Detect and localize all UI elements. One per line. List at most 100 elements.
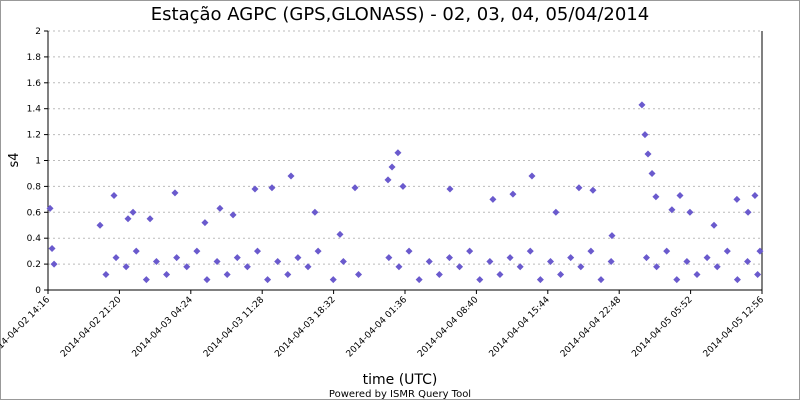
point bbox=[294, 254, 302, 262]
point bbox=[557, 270, 565, 278]
point bbox=[683, 258, 691, 266]
point bbox=[388, 163, 396, 171]
point bbox=[304, 263, 312, 271]
point bbox=[132, 247, 140, 255]
point bbox=[399, 182, 407, 190]
y-tick-label: 0.8 bbox=[27, 182, 42, 192]
point bbox=[733, 276, 741, 284]
point bbox=[552, 208, 560, 216]
y-tick-label: 1.4 bbox=[27, 105, 42, 115]
point bbox=[287, 172, 295, 180]
point bbox=[183, 263, 191, 271]
point bbox=[233, 254, 241, 262]
chart-title: Estação AGPC (GPS,GLONASS) - 02, 03, 04,… bbox=[151, 4, 649, 25]
point bbox=[567, 254, 575, 262]
point bbox=[193, 247, 201, 255]
point bbox=[48, 245, 56, 253]
point bbox=[216, 204, 224, 212]
point bbox=[509, 190, 517, 198]
point bbox=[129, 208, 137, 216]
point bbox=[355, 270, 363, 278]
point bbox=[46, 204, 54, 212]
point bbox=[668, 206, 676, 214]
point bbox=[445, 254, 453, 262]
point bbox=[203, 276, 211, 284]
y-tick-label: 0 bbox=[35, 286, 41, 296]
point bbox=[546, 258, 554, 266]
point bbox=[253, 247, 261, 255]
point bbox=[486, 258, 494, 266]
point bbox=[528, 172, 536, 180]
point bbox=[213, 258, 221, 266]
point bbox=[415, 276, 423, 284]
point bbox=[336, 230, 344, 238]
point bbox=[642, 254, 650, 262]
point bbox=[587, 247, 595, 255]
point bbox=[496, 270, 504, 278]
point bbox=[173, 254, 181, 262]
point bbox=[608, 232, 616, 240]
point bbox=[314, 247, 322, 255]
point bbox=[110, 191, 118, 199]
y-tick-label: 1.2 bbox=[27, 131, 41, 141]
point bbox=[124, 215, 132, 223]
point bbox=[652, 193, 660, 201]
point bbox=[112, 254, 120, 262]
point bbox=[756, 247, 764, 255]
point bbox=[516, 263, 524, 271]
point bbox=[638, 101, 646, 109]
point bbox=[142, 276, 150, 284]
point bbox=[274, 258, 282, 266]
y-tick-label: 1.6 bbox=[27, 79, 42, 89]
point bbox=[644, 150, 652, 158]
point bbox=[589, 186, 597, 194]
point bbox=[394, 149, 402, 157]
point bbox=[163, 270, 171, 278]
point bbox=[607, 258, 615, 266]
point bbox=[577, 263, 585, 271]
y-tick-label: 1 bbox=[35, 157, 41, 167]
point bbox=[466, 247, 474, 255]
point bbox=[536, 276, 544, 284]
y-axis-label: s4 bbox=[7, 152, 22, 167]
y-tick-label: 1.8 bbox=[27, 53, 42, 63]
point bbox=[744, 258, 752, 266]
point bbox=[329, 276, 337, 284]
point bbox=[710, 221, 718, 229]
point bbox=[526, 247, 534, 255]
point bbox=[229, 211, 237, 219]
point bbox=[693, 270, 701, 278]
point bbox=[96, 221, 104, 229]
point bbox=[251, 185, 259, 193]
point bbox=[506, 254, 514, 262]
point bbox=[648, 169, 656, 177]
y-tick-label: 0.6 bbox=[27, 208, 42, 218]
point bbox=[673, 276, 681, 284]
point bbox=[686, 208, 694, 216]
point bbox=[395, 263, 403, 271]
point bbox=[456, 263, 464, 271]
point bbox=[489, 195, 497, 203]
footer: Powered by ISMR Query Tool bbox=[329, 389, 471, 400]
point bbox=[713, 263, 721, 271]
point bbox=[339, 258, 347, 266]
point bbox=[754, 270, 762, 278]
point bbox=[597, 276, 605, 284]
point bbox=[201, 219, 209, 227]
point bbox=[663, 247, 671, 255]
point bbox=[435, 270, 443, 278]
point bbox=[405, 247, 413, 255]
point bbox=[171, 189, 179, 197]
point bbox=[351, 184, 359, 192]
point bbox=[223, 270, 231, 278]
y-tick-label: 0.2 bbox=[27, 260, 41, 270]
point bbox=[653, 263, 661, 271]
point bbox=[733, 195, 741, 203]
point bbox=[146, 215, 154, 223]
point bbox=[744, 208, 752, 216]
point bbox=[676, 191, 684, 199]
point bbox=[284, 270, 292, 278]
y-tick-label: 0.4 bbox=[27, 234, 42, 244]
